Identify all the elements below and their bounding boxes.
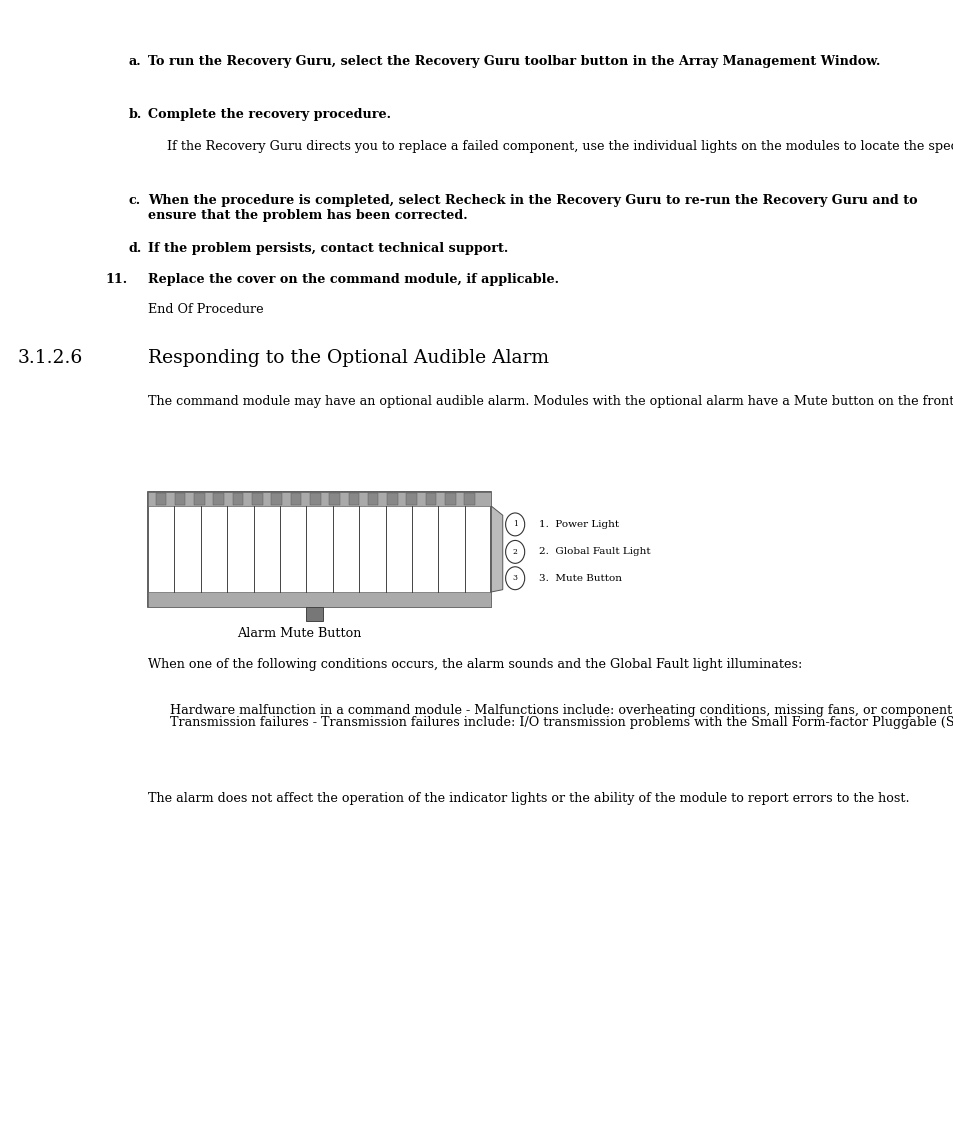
Bar <box>271 493 282 505</box>
Bar <box>252 493 262 505</box>
Text: When one of the following conditions occurs, the alarm sounds and the Global Fau: When one of the following conditions occ… <box>148 658 801 671</box>
Circle shape <box>505 540 524 563</box>
Bar <box>464 493 475 505</box>
Bar <box>193 493 205 505</box>
Circle shape <box>505 567 524 590</box>
Text: 1: 1 <box>512 521 517 528</box>
Circle shape <box>505 513 524 536</box>
Text: Complete the recovery procedure.: Complete the recovery procedure. <box>148 108 391 120</box>
Text: Hardware malfunction in a command module - Malfunctions include: overheating con: Hardware malfunction in a command module… <box>170 704 953 717</box>
Text: End Of Procedure: End Of Procedure <box>148 303 263 316</box>
Text: 3.  Mute Button: 3. Mute Button <box>538 574 621 583</box>
Polygon shape <box>491 506 502 592</box>
Text: a.: a. <box>129 55 141 68</box>
Text: c.: c. <box>129 194 141 206</box>
Bar <box>329 493 339 505</box>
Text: 3: 3 <box>512 575 517 582</box>
Bar <box>425 493 436 505</box>
Text: 3.1.2.6: 3.1.2.6 <box>17 349 82 368</box>
Text: The alarm does not affect the operation of the indicator lights or the ability o: The alarm does not affect the operation … <box>148 792 908 805</box>
Text: b.: b. <box>129 108 142 120</box>
Bar <box>406 493 416 505</box>
Text: 2.  Global Fault Light: 2. Global Fault Light <box>538 547 650 556</box>
Bar <box>445 493 456 505</box>
Text: If the problem persists, contact technical support.: If the problem persists, contact technic… <box>148 242 508 254</box>
Text: 1.  Power Light: 1. Power Light <box>538 520 618 529</box>
Bar <box>213 493 224 505</box>
Text: Alarm Mute Button: Alarm Mute Button <box>236 627 360 640</box>
Bar <box>155 493 166 505</box>
Bar <box>233 493 243 505</box>
Text: Transmission failures - Transmission failures include: I/O transmission problems: Transmission failures - Transmission fai… <box>170 717 953 729</box>
Bar <box>174 493 185 505</box>
Bar <box>148 492 491 506</box>
Text: The command module may have an optional audible alarm. Modules with the optional: The command module may have an optional … <box>148 395 953 408</box>
Text: When the procedure is completed, select Recheck in the Recovery Guru to re-run t: When the procedure is completed, select … <box>148 194 917 221</box>
Text: 2: 2 <box>512 548 517 555</box>
Bar <box>387 493 397 505</box>
Text: d.: d. <box>129 242 142 254</box>
Text: Responding to the Optional Audible Alarm: Responding to the Optional Audible Alarm <box>148 349 548 368</box>
Bar <box>348 493 358 505</box>
Bar <box>291 493 301 505</box>
Bar <box>368 493 378 505</box>
Bar <box>306 607 323 621</box>
Text: If the Recovery Guru directs you to replace a failed component, use the individu: If the Recovery Guru directs you to repl… <box>167 140 953 153</box>
Text: 11.: 11. <box>105 273 127 285</box>
Bar <box>148 592 491 607</box>
Bar <box>148 492 491 607</box>
Bar <box>310 493 320 505</box>
Text: Replace the cover on the command module, if applicable.: Replace the cover on the command module,… <box>148 273 558 285</box>
Text: To run the Recovery Guru, select the Recovery Guru toolbar button in the Array M: To run the Recovery Guru, select the Rec… <box>148 55 880 68</box>
